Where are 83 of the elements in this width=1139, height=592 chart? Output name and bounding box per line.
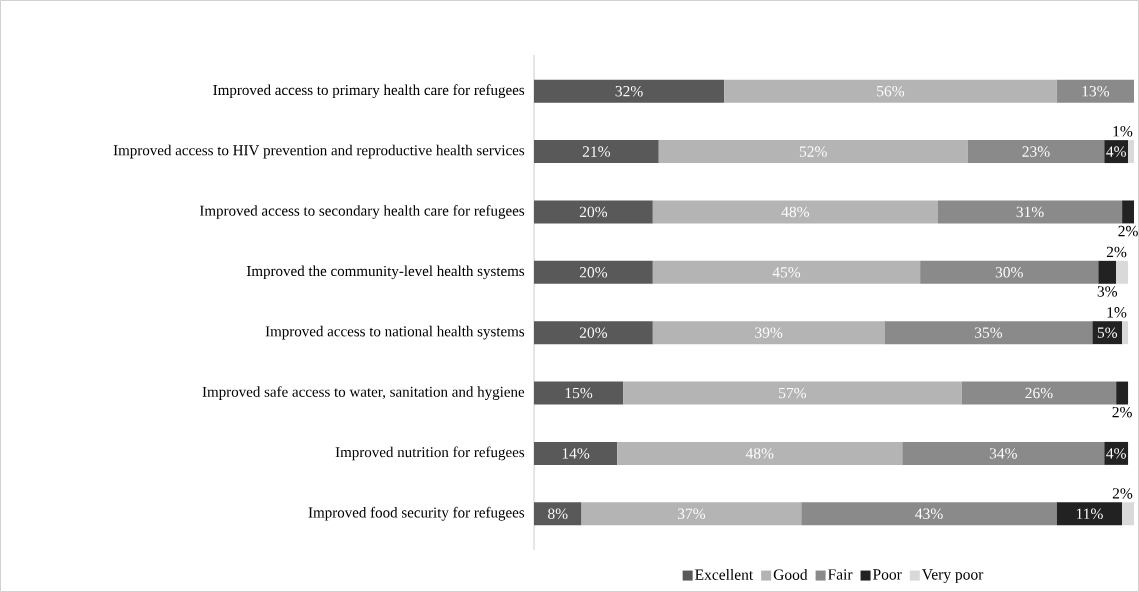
bar	[652, 200, 938, 224]
bar	[902, 441, 1105, 465]
bar	[724, 79, 1057, 103]
bar	[652, 260, 921, 284]
bar	[1104, 441, 1129, 465]
bar	[1056, 502, 1123, 526]
bar	[534, 321, 653, 345]
data-label: 23%	[1022, 146, 1050, 157]
bar	[961, 381, 1117, 405]
data-label: 2%	[1106, 246, 1127, 258]
bar	[652, 321, 885, 345]
data-label: 43%	[915, 508, 943, 520]
data-label: 30%	[995, 267, 1023, 278]
data-label: 52%	[799, 146, 827, 157]
y-tick-label: Improved nutrition for refugees	[335, 446, 525, 461]
bar	[1104, 140, 1129, 164]
bar	[1098, 260, 1117, 284]
data-label: 37%	[677, 508, 706, 520]
bar	[623, 381, 962, 405]
data-label: 48%	[745, 448, 774, 459]
bar	[534, 140, 659, 164]
bar	[1056, 79, 1135, 103]
data-label: 31%	[1016, 206, 1044, 218]
y-tick-label: Improved access to HIV prevention and reproductive health services	[113, 144, 525, 159]
bar	[534, 502, 582, 526]
bar	[1092, 321, 1123, 345]
data-label: 8%	[548, 508, 568, 520]
y-tick-label: Improved access to secondary health care for refugees	[199, 205, 525, 219]
data-label: 4%	[1106, 146, 1126, 157]
data-label: 57%	[779, 387, 807, 399]
bar	[658, 140, 968, 164]
data-label: 11%	[1076, 508, 1103, 520]
data-label: 1%	[1107, 307, 1127, 318]
data-label: 2%	[1112, 406, 1132, 418]
data-label: 34%	[989, 448, 1017, 459]
data-label: 48%	[781, 206, 810, 218]
data-label: 1%	[1113, 125, 1133, 137]
legend-label: Poor	[872, 569, 902, 580]
data-label: 39%	[755, 327, 783, 338]
data-label: 3%	[1097, 286, 1118, 297]
y-tick-label: Improved the community-level health systems	[246, 265, 525, 280]
bar	[581, 502, 802, 526]
legend-label: Fair	[828, 569, 853, 580]
bar	[534, 381, 624, 405]
data-label: 21%	[582, 146, 611, 157]
bar	[617, 441, 903, 465]
bar	[967, 140, 1105, 164]
data-label: 15%	[565, 387, 593, 399]
bar	[920, 260, 1099, 284]
legend-label: Good	[773, 569, 808, 580]
bar	[1116, 260, 1129, 284]
bar	[1122, 200, 1135, 224]
bar	[1116, 381, 1129, 405]
y-tick-label: Improved access to primary health care for refugees	[213, 84, 525, 99]
bar	[534, 79, 725, 103]
bar	[534, 200, 653, 224]
data-label: 2%	[1112, 488, 1133, 499]
data-label: 20%	[579, 327, 608, 338]
data-label: 2%	[1118, 225, 1138, 237]
bar	[884, 321, 1093, 345]
bar	[534, 260, 653, 284]
data-label: 20%	[579, 267, 608, 278]
legend-label: Very poor	[921, 569, 984, 583]
y-tick-label: Improved food security for refugees	[308, 506, 525, 521]
data-label: 5%	[1097, 327, 1118, 338]
data-label: 26%	[1025, 387, 1053, 399]
bar	[1122, 321, 1129, 345]
data-label: 20%	[579, 206, 608, 218]
bar	[801, 502, 1057, 526]
bar	[937, 200, 1123, 224]
bar	[1122, 502, 1135, 526]
data-label: 13%	[1082, 85, 1110, 97]
y-tick-label: Improved access to national health systems	[265, 325, 525, 340]
data-label: 56%	[877, 85, 905, 97]
legend-label: Excellent	[695, 569, 754, 580]
y-tick-label: Improved safe access to water, sanitation and hygiene	[202, 386, 525, 400]
bar	[1128, 140, 1135, 164]
data-label: 35%	[974, 327, 1003, 338]
bar	[534, 441, 618, 465]
data-label: 32%	[615, 85, 643, 97]
data-label: 45%	[772, 267, 801, 278]
data-label: 14%	[562, 448, 590, 459]
data-label: 4%	[1106, 448, 1126, 459]
